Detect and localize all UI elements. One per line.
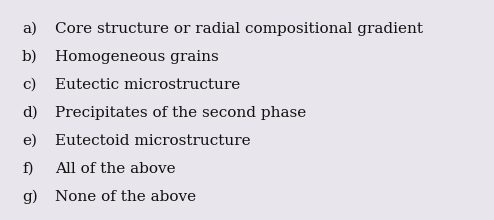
Text: f): f) xyxy=(22,162,34,176)
Text: Core structure or radial compositional gradient: Core structure or radial compositional g… xyxy=(55,22,423,36)
Text: c): c) xyxy=(22,78,37,92)
Text: g): g) xyxy=(22,190,38,204)
Text: b): b) xyxy=(22,50,38,64)
Text: Homogeneous grains: Homogeneous grains xyxy=(55,50,219,64)
Text: None of the above: None of the above xyxy=(55,190,196,204)
Text: a): a) xyxy=(22,22,37,36)
Text: e): e) xyxy=(22,134,37,148)
Text: d): d) xyxy=(22,106,38,120)
Text: All of the above: All of the above xyxy=(55,162,176,176)
Text: Eutectic microstructure: Eutectic microstructure xyxy=(55,78,240,92)
Text: Eutectoid microstructure: Eutectoid microstructure xyxy=(55,134,250,148)
Text: Precipitates of the second phase: Precipitates of the second phase xyxy=(55,106,306,120)
